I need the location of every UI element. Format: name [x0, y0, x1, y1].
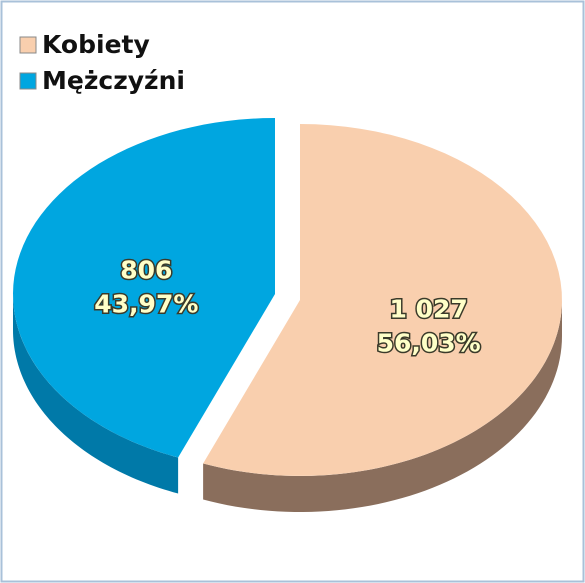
legend-swatch — [19, 36, 37, 54]
data-label: 1 027 — [390, 295, 468, 324]
slice-side — [13, 294, 179, 494]
slice — [203, 124, 562, 476]
data-label: 806 — [120, 255, 172, 284]
legend-label: Kobiety — [42, 30, 150, 59]
slice — [13, 118, 276, 458]
legend-label: Mężczyźni — [42, 66, 185, 95]
slice-side — [203, 300, 562, 512]
data-label-percent: 56,03% — [377, 329, 481, 358]
data-label-percent: 43,97% — [94, 289, 198, 318]
legend-swatch — [19, 72, 37, 90]
